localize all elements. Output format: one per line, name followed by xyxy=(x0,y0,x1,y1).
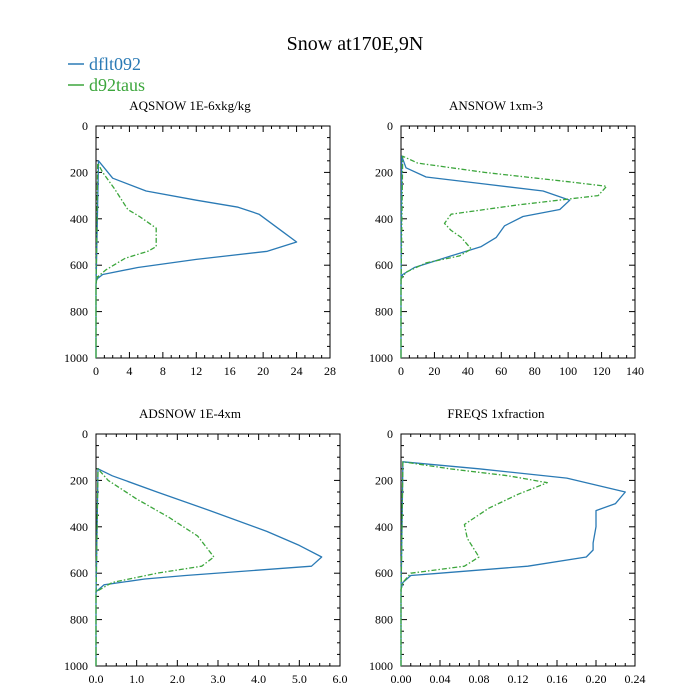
x-tick-label: 12 xyxy=(190,364,202,378)
series-line-dflt092 xyxy=(95,468,323,666)
y-tick-label: 800 xyxy=(375,305,393,319)
panel-ansnow: ANSNOW 1xm-3 0 20 40 60 80 100 120 140 0 200 400 60… xyxy=(369,98,644,378)
x-tick-label: 5.0 xyxy=(292,672,307,686)
x-tick-label: 0.00 xyxy=(391,672,412,686)
y-tick-label: 800 xyxy=(70,613,88,627)
y-tick-label: 0 xyxy=(82,427,88,441)
x-tick-label: 0.04 xyxy=(430,672,451,686)
x-tick-label: 0 xyxy=(93,364,99,378)
y-tick-label: 400 xyxy=(375,520,393,534)
x-tick-label: 0.16 xyxy=(547,672,568,686)
x-tick-label: 140 xyxy=(626,364,644,378)
series-line-d92taus xyxy=(95,468,215,666)
panel-title: AQSNOW 1E-6xkg/kg xyxy=(129,98,251,113)
y-tick-label: 200 xyxy=(70,473,88,487)
y-tick-label: 600 xyxy=(375,258,393,272)
x-tick-label: 80 xyxy=(529,364,541,378)
y-tick-label: 200 xyxy=(375,473,393,487)
legend: dflt092 d92taus xyxy=(68,54,145,95)
panel-freqs: FREQS 1xfraction 0.00 0.04 0.08 0.12 0.16 0.2… xyxy=(369,406,646,686)
x-tick-label: 120 xyxy=(593,364,611,378)
series-line-d92taus xyxy=(400,461,548,666)
x-tick-label: 24 xyxy=(291,364,303,378)
x-tick-label: 6.0 xyxy=(333,672,348,686)
x-tick-label: 1.0 xyxy=(129,672,144,686)
x-tick-label: 28 xyxy=(324,364,336,378)
series-line-d92taus xyxy=(95,162,157,358)
plot-frame xyxy=(400,125,636,359)
y-tick-label: 1000 xyxy=(369,351,393,365)
panel-aqsnow: AQSNOW 1E-6xkg/kg 0 4 8 12 16 20 24 28 0 200 400 60… xyxy=(64,98,336,378)
panel-title: ADSNOW 1E-4xm xyxy=(139,406,241,421)
y-tick-label: 400 xyxy=(375,212,393,226)
x-tick-label: 60 xyxy=(495,364,507,378)
y-tick-label: 600 xyxy=(70,258,88,272)
x-tick-label: 16 xyxy=(224,364,236,378)
y-tick-label: 600 xyxy=(375,566,393,580)
panel-title: FREQS 1xfraction xyxy=(447,406,545,421)
y-tick-label: 400 xyxy=(70,212,88,226)
y-tick-label: 200 xyxy=(70,165,88,179)
y-tick-label: 200 xyxy=(375,165,393,179)
x-tick-label: 4.0 xyxy=(251,672,266,686)
x-tick-label: 40 xyxy=(462,364,474,378)
legend-label-dflt092: dflt092 xyxy=(89,54,141,74)
y-tick-label: 800 xyxy=(375,613,393,627)
x-tick-label: 0.24 xyxy=(625,672,646,686)
y-tick-label: 800 xyxy=(70,305,88,319)
x-tick-label: 2.0 xyxy=(170,672,185,686)
x-tick-label: 3.0 xyxy=(211,672,226,686)
y-tick-label: 0 xyxy=(387,427,393,441)
y-tick-label: 1000 xyxy=(369,659,393,673)
x-tick-label: 8 xyxy=(160,364,166,378)
x-tick-label: 0.0 xyxy=(89,672,104,686)
series-line-dflt092 xyxy=(400,155,571,358)
y-tick-label: 1000 xyxy=(64,351,88,365)
y-tick-label: 0 xyxy=(387,119,393,133)
y-tick-label: 1000 xyxy=(64,659,88,673)
series-line-d92taus xyxy=(400,155,608,358)
x-tick-label: 0.08 xyxy=(469,672,490,686)
y-tick-label: 400 xyxy=(70,520,88,534)
x-tick-label: 100 xyxy=(559,364,577,378)
plot-frame xyxy=(95,433,341,667)
x-tick-label: 4 xyxy=(126,364,132,378)
figure-title: Snow at170E,9N xyxy=(287,33,424,55)
plot-frame xyxy=(400,433,636,667)
y-tick-label: 0 xyxy=(82,119,88,133)
series-line-dflt092 xyxy=(95,160,298,358)
legend-label-d92taus: d92taus xyxy=(89,75,145,95)
panel-title: ANSNOW 1xm-3 xyxy=(449,98,543,113)
x-tick-label: 20 xyxy=(428,364,440,378)
series-line-dflt092 xyxy=(400,461,626,666)
panel-adsnow: ADSNOW 1E-4xm 0.0 1.0 2.0 3.0 4.0 5.0 6.0 0 200 4… xyxy=(64,406,348,686)
x-tick-label: 0.20 xyxy=(586,672,607,686)
y-tick-label: 600 xyxy=(70,566,88,580)
x-tick-label: 0.12 xyxy=(508,672,529,686)
x-tick-label: 20 xyxy=(257,364,269,378)
x-tick-label: 0 xyxy=(398,364,404,378)
